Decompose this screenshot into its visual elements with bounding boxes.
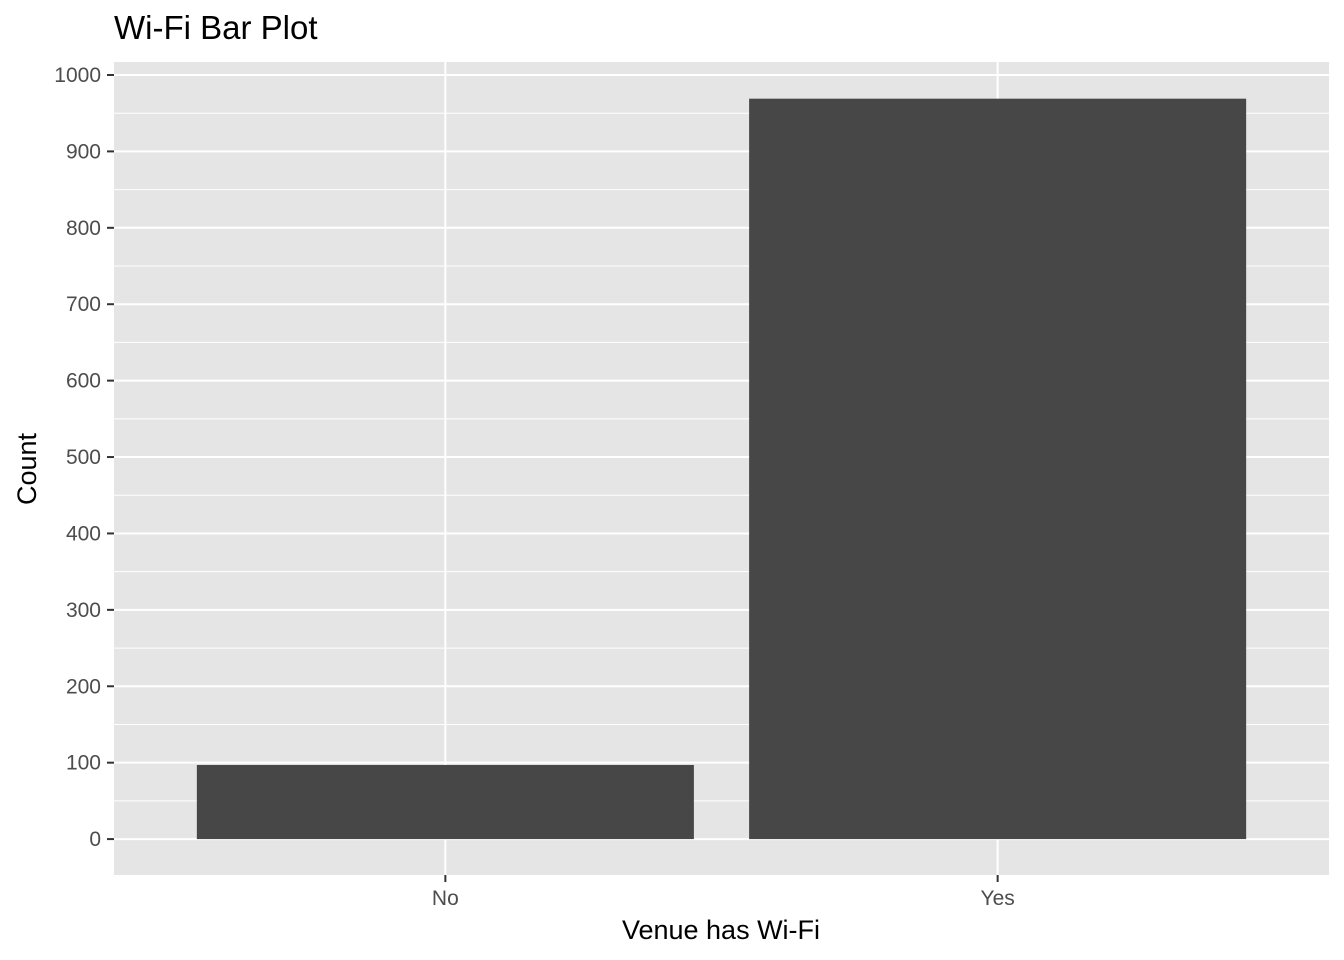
y-tick-label: 400 (66, 522, 101, 545)
bar-yes (749, 98, 1247, 840)
y-axis: 0 100 200 300 400 500 600 700 800 900 1000 (54, 64, 114, 851)
y-tick-label: 600 (66, 370, 101, 393)
y-tick-label: 100 (66, 752, 101, 775)
x-axis-title: Venue has Wi-Fi (622, 915, 820, 945)
bar-no (196, 764, 694, 840)
y-tick-label: 1000 (54, 64, 101, 87)
x-tick-label: No (432, 887, 459, 910)
y-tick-label: 0 (89, 828, 101, 851)
x-tick-label: Yes (981, 887, 1015, 910)
bars (196, 98, 1247, 840)
y-tick-label: 300 (66, 599, 101, 622)
y-tick-label: 200 (66, 675, 101, 698)
y-tick-label: 500 (66, 446, 101, 469)
y-tick-label: 700 (66, 293, 101, 316)
y-axis-title: Count (12, 432, 42, 505)
y-tick-label: 900 (66, 140, 101, 163)
x-axis: No Yes (432, 875, 1015, 910)
y-tick-label: 800 (66, 217, 101, 240)
chart-title: Wi-Fi Bar Plot (114, 9, 318, 46)
